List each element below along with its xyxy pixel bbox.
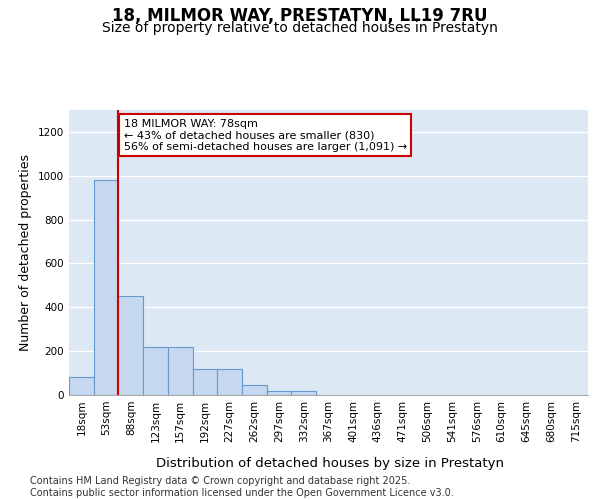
Text: Contains HM Land Registry data © Crown copyright and database right 2025.
Contai: Contains HM Land Registry data © Crown c… [30, 476, 454, 498]
Text: Distribution of detached houses by size in Prestatyn: Distribution of detached houses by size … [156, 458, 504, 470]
Text: Size of property relative to detached houses in Prestatyn: Size of property relative to detached ho… [102, 21, 498, 35]
Bar [242, 385, 267, 395]
Bar [292, 390, 316, 395]
Bar [217, 368, 242, 395]
Bar [94, 180, 118, 395]
Bar [267, 390, 292, 395]
Bar [69, 378, 94, 395]
Text: 18, MILMOR WAY, PRESTATYN, LL19 7RU: 18, MILMOR WAY, PRESTATYN, LL19 7RU [112, 8, 488, 26]
Text: 18 MILMOR WAY: 78sqm
← 43% of detached houses are smaller (830)
56% of semi-deta: 18 MILMOR WAY: 78sqm ← 43% of detached h… [124, 118, 407, 152]
Bar [143, 347, 168, 395]
Bar [118, 296, 143, 395]
Bar [193, 368, 217, 395]
Y-axis label: Number of detached properties: Number of detached properties [19, 154, 32, 351]
Bar [168, 347, 193, 395]
